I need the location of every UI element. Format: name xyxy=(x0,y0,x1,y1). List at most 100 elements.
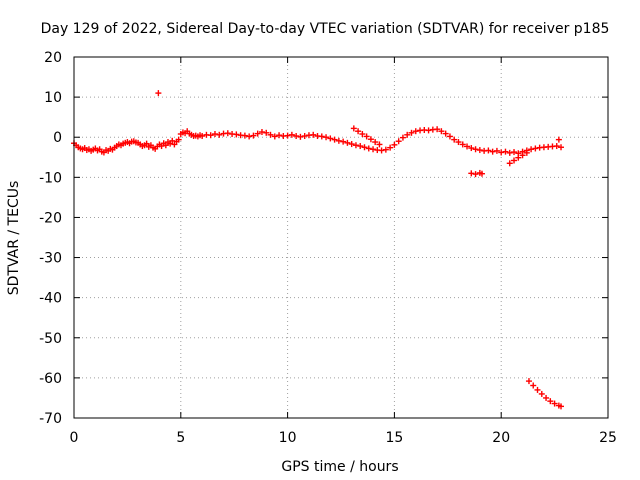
data-point xyxy=(352,142,359,149)
data-point xyxy=(382,146,389,153)
data-point xyxy=(199,133,206,140)
data-point xyxy=(216,131,223,138)
grid xyxy=(74,57,608,418)
data-point xyxy=(538,390,545,397)
data-point xyxy=(434,126,441,133)
data-point xyxy=(155,90,162,97)
data-point xyxy=(340,138,347,145)
data-point xyxy=(310,131,317,138)
data-point xyxy=(276,132,283,139)
data-point xyxy=(408,129,415,136)
data-point xyxy=(442,130,449,137)
plot-frame xyxy=(73,56,609,419)
x-tick-label: 20 xyxy=(492,430,510,446)
data-point xyxy=(464,143,471,150)
data-point xyxy=(404,131,411,138)
data-point xyxy=(169,137,176,144)
x-tick-label: 25 xyxy=(599,430,617,446)
chart-title: Day 129 of 2022, Sidereal Day-to-day VTE… xyxy=(41,21,610,37)
data-point xyxy=(175,136,182,143)
data-point xyxy=(511,149,518,156)
data-point xyxy=(372,139,379,146)
y-tick-label: 20 xyxy=(44,50,62,66)
data-point xyxy=(246,133,253,140)
data-point xyxy=(250,132,257,139)
data-point xyxy=(468,145,475,152)
data-point xyxy=(359,131,366,138)
data-point xyxy=(391,141,398,148)
data-point xyxy=(367,136,374,143)
data-point xyxy=(476,147,483,154)
data-point xyxy=(370,146,377,153)
data-point xyxy=(523,147,530,154)
data-point xyxy=(297,133,304,140)
y-tick-label: -20 xyxy=(39,210,62,226)
data-point xyxy=(395,138,402,145)
data-point xyxy=(263,129,270,136)
data-point xyxy=(399,134,406,141)
x-tick-label: 5 xyxy=(176,430,185,446)
data-point xyxy=(451,136,458,143)
data-point xyxy=(493,147,500,154)
data-point xyxy=(551,400,558,407)
data-point xyxy=(412,128,419,135)
data-point xyxy=(468,170,475,177)
data-point xyxy=(532,145,539,152)
data-point xyxy=(363,133,370,140)
data-point xyxy=(271,133,278,140)
data-point xyxy=(558,403,565,410)
data-point xyxy=(530,382,537,389)
data-point xyxy=(558,144,565,151)
data-point xyxy=(478,170,485,177)
data-point xyxy=(365,145,372,152)
data-point xyxy=(162,142,169,149)
data-point xyxy=(207,132,214,139)
data-point xyxy=(350,125,357,132)
data-point xyxy=(211,131,218,138)
data-point xyxy=(376,141,383,148)
data-point xyxy=(472,171,479,178)
y-tick-label: -60 xyxy=(39,371,62,387)
data-point xyxy=(553,143,560,150)
y-tick-label: -10 xyxy=(39,170,62,186)
y-axis-label: SDTVAR / TECUs xyxy=(6,181,22,296)
data-point xyxy=(224,130,231,137)
x-tick-label: 0 xyxy=(70,430,79,446)
data-point xyxy=(425,127,432,134)
data-point xyxy=(387,144,394,151)
data-point xyxy=(534,386,541,393)
data-point xyxy=(506,160,513,167)
data-point xyxy=(357,143,364,150)
data-point xyxy=(323,134,330,141)
data-point xyxy=(459,141,466,148)
data-point xyxy=(547,398,554,405)
data-point xyxy=(258,129,265,136)
data-point xyxy=(361,144,368,151)
data-point xyxy=(498,149,505,156)
data-point xyxy=(502,148,509,155)
data-series-sdtvar xyxy=(71,90,565,410)
data-point xyxy=(344,139,351,146)
data-point xyxy=(143,140,150,147)
axis-ticks: 0 5 10 15 20 25 20 10 0 -10 -20 -30 -40 -50 -60 -70 xyxy=(39,50,617,446)
data-point xyxy=(446,133,453,140)
y-tick-label: -30 xyxy=(39,251,62,267)
data-point xyxy=(348,141,355,148)
data-point xyxy=(288,131,295,138)
y-tick-label: -50 xyxy=(39,331,62,347)
data-point xyxy=(284,132,291,139)
x-tick-label: 10 xyxy=(279,430,297,446)
data-point xyxy=(511,157,518,164)
data-point xyxy=(472,146,479,153)
data-point xyxy=(519,152,526,159)
data-point xyxy=(327,135,334,142)
data-point xyxy=(485,147,492,154)
data-point xyxy=(331,136,338,143)
data-point xyxy=(489,148,496,155)
x-tick-label: 15 xyxy=(385,430,403,446)
data-point xyxy=(301,133,308,140)
data-point xyxy=(318,133,325,140)
data-point xyxy=(543,394,550,401)
data-point xyxy=(355,128,362,135)
data-point xyxy=(233,131,240,138)
